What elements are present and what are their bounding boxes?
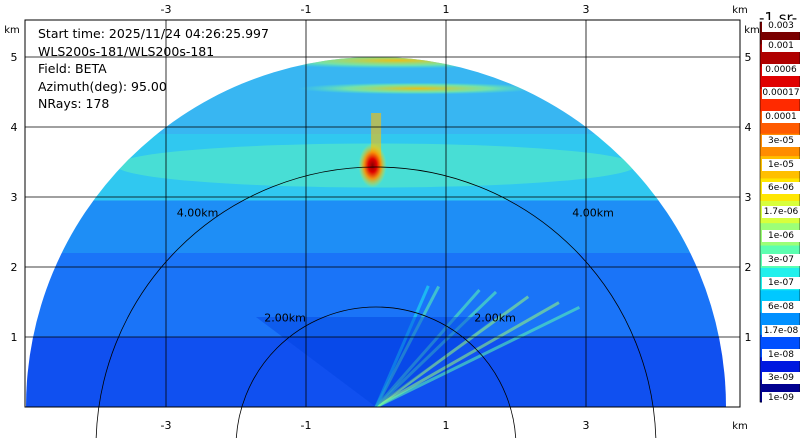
y-tick-label-right: 5: [745, 51, 752, 64]
y-tick-label-right: 1: [745, 331, 752, 344]
x-tick-label-top: 3: [583, 3, 590, 16]
x-tick-label-bottom: -1: [301, 419, 312, 432]
field-layer: [26, 200, 726, 253]
x-unit-top: km: [732, 5, 748, 16]
plot-frame: [24, 19, 741, 408]
y-tick-label-right: 3: [745, 191, 752, 204]
start-time-text: Start time: 2025/11/24 04:26:25.997: [38, 26, 269, 41]
hotspot: [358, 143, 387, 188]
field-text: Field: BETA: [38, 61, 107, 76]
range-ring: [235, 306, 517, 438]
colorbar-tick-label: 0.0001: [762, 111, 800, 123]
x-tick-label-top: 1: [443, 3, 450, 16]
colorbar-tick-label: 1.7e-08: [762, 324, 800, 337]
colorbar-tick-label: 3e-07: [762, 253, 800, 266]
y-tick-label-left: 5: [11, 51, 18, 64]
azimuth-text: Azimuth(deg): 95.00: [38, 78, 167, 94]
colorbar-tick-label: 1e-06: [762, 229, 800, 242]
y-tick-label-right: 2: [745, 261, 752, 274]
ring-label: 4.00km: [177, 207, 219, 220]
colorbar-tick-label: 0.00017: [762, 87, 800, 100]
ring-label: 2.00km: [264, 312, 306, 325]
near-field-wedge: [256, 317, 496, 407]
y-unit-left: km: [4, 25, 20, 36]
grid: [25, 20, 740, 407]
x-tick-label-bottom: -3: [161, 419, 172, 432]
y-tick-label-left: 1: [11, 331, 18, 344]
colorbar-tick-label: 3e-05: [762, 134, 800, 147]
ray-streak: [374, 290, 498, 407]
y-tick-label-right: 4: [745, 121, 752, 134]
colorbar-tick-label: 1e-05: [762, 158, 800, 171]
info-panel: Start time: 2025/11/24 04:26:25.997 WLS2…: [38, 25, 269, 113]
x-unit-bottom: km: [732, 421, 748, 432]
x-tick-label-bottom: 1: [443, 419, 450, 432]
colorbar-tick-label: 6e-08: [762, 301, 800, 313]
field-layer: [26, 337, 726, 407]
ray-streak: [374, 285, 440, 407]
x-tick-label-bottom: 3: [583, 419, 590, 432]
y-tick-label-left: 3: [11, 191, 18, 204]
x-tick-label-top: -1: [301, 3, 312, 16]
colorbar-tick-label: 6e-06: [762, 182, 800, 195]
colorbar-tick-label: 1e-08: [762, 348, 800, 361]
ray-streak: [375, 301, 560, 407]
colorbar-tick-label: 0.0006: [762, 63, 800, 76]
cloud-band-upper: [247, 57, 547, 69]
instrument-text: WLS200s-181/WLS200s-181: [38, 43, 215, 59]
range-ring: [95, 166, 657, 438]
colorbar-tick-label: 3e-09: [762, 372, 800, 385]
ray-streak: [375, 295, 530, 407]
ring-label: 4.00km: [572, 207, 614, 220]
y-unit-right: km: [744, 25, 760, 36]
nrays-text: NRays: 178: [38, 96, 110, 111]
ray-streak: [374, 288, 481, 407]
cloud-band-lower: [298, 82, 538, 95]
y-tick-label-left: 4: [11, 121, 18, 134]
colorbar-tick-label: 1.7e-06: [762, 206, 800, 218]
x-tick-label-top: -3: [161, 3, 172, 16]
colorbar-tick-label: 1e-09: [762, 392, 800, 404]
colorbar-tick-label: 0.001: [762, 39, 800, 52]
range-rings: [95, 166, 657, 438]
ring-label: 2.00km: [474, 312, 516, 325]
colorbar-tick-label: 0.003: [762, 20, 800, 32]
ray-streak: [375, 305, 581, 407]
ray-streak: [374, 285, 430, 407]
y-tick-label-left: 2: [11, 261, 18, 274]
colorbar-tick-label: 1e-07: [762, 277, 800, 290]
plume: [371, 113, 382, 169]
